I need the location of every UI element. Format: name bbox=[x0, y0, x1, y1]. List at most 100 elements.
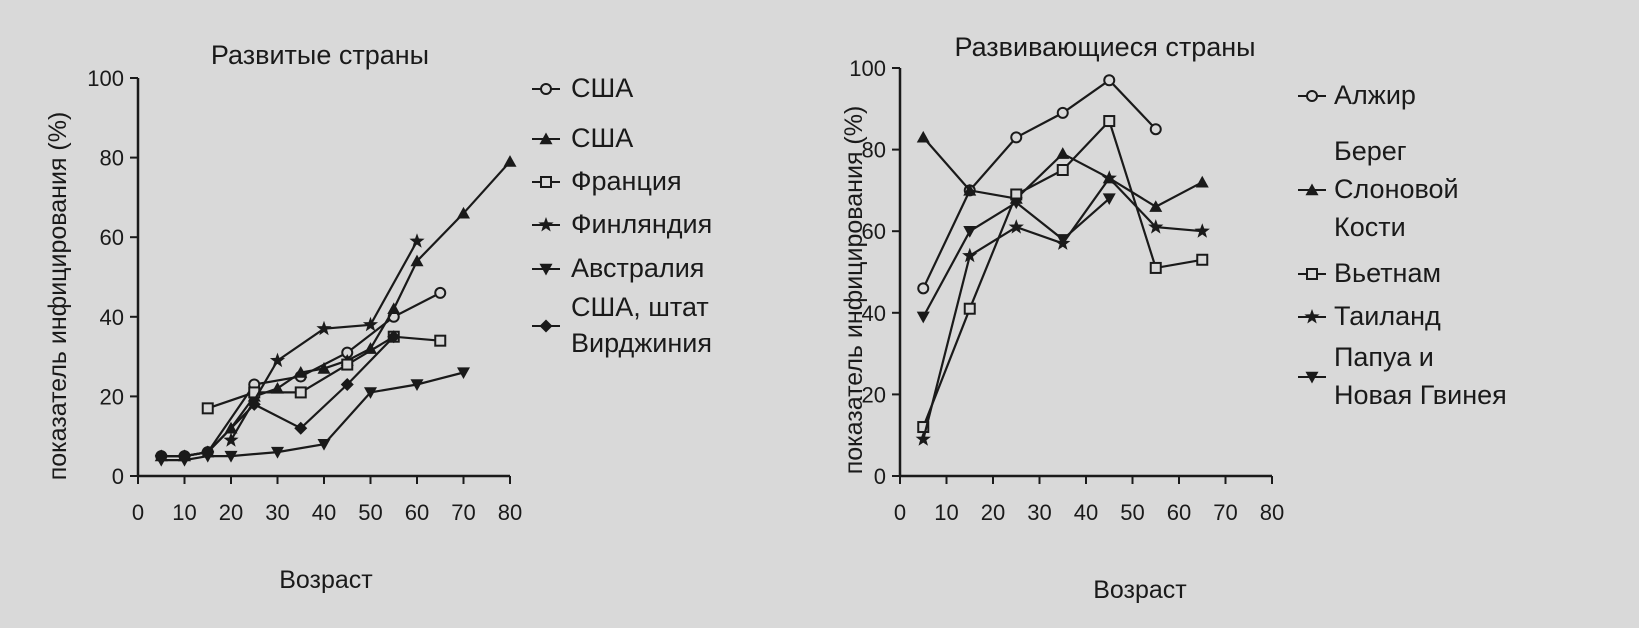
legend-marker-circle bbox=[1306, 90, 1318, 102]
data-point-triangle-up bbox=[1056, 147, 1070, 159]
y-axis-label: показатель инфицирования (%) bbox=[840, 106, 868, 475]
data-point-triangle-up bbox=[317, 362, 331, 374]
series-line bbox=[207, 335, 441, 410]
data-point-triangle-up bbox=[1195, 175, 1209, 188]
series-5 bbox=[916, 193, 1116, 324]
data-point-star bbox=[223, 432, 239, 447]
x-tick-label: 20 bbox=[981, 500, 1005, 525]
legend-item: Вьетнам bbox=[1298, 258, 1441, 288]
data-point-diamond bbox=[247, 397, 261, 411]
data-point-triangle-down bbox=[1009, 197, 1023, 210]
x-tick-label: 30 bbox=[265, 500, 289, 525]
plot-area: 0 10 20 30 40 50 60 70 80 0 20 40 60 80 100 bbox=[87, 66, 522, 525]
legend-label: Кости bbox=[1334, 212, 1406, 242]
data-point-diamond bbox=[387, 330, 401, 344]
legend-label: Берег bbox=[1334, 136, 1407, 166]
legend-marker-triangle-up bbox=[539, 132, 553, 145]
data-point-square bbox=[1103, 115, 1116, 128]
legend-marker-square bbox=[540, 176, 552, 188]
data-point-triangle-down bbox=[457, 367, 470, 380]
y-tick-label: 80 bbox=[100, 146, 124, 171]
x-tick-label: 30 bbox=[1027, 500, 1051, 525]
data-point-triangle-down bbox=[364, 387, 377, 399]
legend-item: Папуа и Новая Гвинея bbox=[1298, 342, 1507, 410]
x-tick-label: 20 bbox=[219, 500, 243, 525]
data-point-square bbox=[201, 402, 214, 415]
x-tick-label: 10 bbox=[934, 500, 958, 525]
y-tick-label: 0 bbox=[112, 464, 124, 489]
data-point-triangle-up bbox=[294, 366, 308, 378]
data-point-square bbox=[963, 302, 976, 315]
series-6 bbox=[154, 330, 401, 463]
legend-label: США bbox=[571, 73, 633, 103]
data-point-star bbox=[362, 316, 379, 332]
y-tick-label: 60 bbox=[862, 219, 886, 244]
legend-marker-triangle-up bbox=[1305, 183, 1319, 196]
legend-marker-triangle-down bbox=[539, 263, 553, 276]
data-point-square bbox=[294, 386, 307, 399]
y-tick-label: 100 bbox=[849, 56, 886, 81]
data-point-circle bbox=[917, 282, 930, 295]
legend-marker-star bbox=[538, 217, 554, 232]
x-tick-label: 70 bbox=[1213, 500, 1237, 525]
data-point-triangle-up bbox=[963, 183, 977, 196]
legend-item: США bbox=[532, 123, 633, 153]
chart-developing-countries: Развивающиеся страны Возраст показатель … bbox=[840, 32, 1507, 604]
data-point-circle bbox=[1010, 131, 1023, 144]
legend-marker-triangle-down bbox=[1305, 371, 1319, 384]
chart-title: Развитые страны bbox=[211, 40, 429, 70]
x-tick-label: 10 bbox=[172, 500, 196, 525]
y-axis-label: показатель инфицирования (%) bbox=[44, 112, 72, 481]
x-tick-label: 50 bbox=[1120, 500, 1144, 525]
legend-item: Австралия bbox=[532, 253, 704, 283]
data-point-diamond bbox=[201, 445, 215, 459]
legend-marker-square bbox=[1306, 268, 1318, 280]
data-point-triangle-up bbox=[271, 381, 284, 394]
x-tick-label: 50 bbox=[358, 500, 382, 525]
legend-label: Таиланд bbox=[1334, 301, 1441, 331]
data-point-triangle-down bbox=[916, 311, 930, 324]
x-tick-label: 40 bbox=[312, 500, 336, 525]
data-point-triangle-down bbox=[271, 446, 284, 459]
data-point-triangle-down bbox=[410, 379, 424, 391]
legend-label: Слоновой bbox=[1334, 174, 1459, 204]
data-point-triangle-up bbox=[916, 130, 930, 143]
data-point-diamond bbox=[154, 449, 168, 463]
x-axis-label: Возраст bbox=[279, 566, 373, 594]
y-tick-label: 100 bbox=[87, 66, 124, 91]
data-point-triangle-up bbox=[1149, 200, 1163, 212]
data-point-diamond bbox=[340, 377, 354, 391]
legend-label: Франция bbox=[571, 166, 682, 196]
data-point-triangle-up bbox=[364, 342, 377, 354]
data-point-square bbox=[434, 334, 447, 347]
data-point-star bbox=[316, 320, 332, 336]
series-3 bbox=[917, 115, 1209, 434]
data-point-star bbox=[1008, 219, 1024, 234]
data-point-square bbox=[1056, 164, 1069, 176]
data-point-star bbox=[269, 352, 286, 368]
series-2 bbox=[154, 155, 517, 462]
series-4 bbox=[223, 233, 425, 447]
legend-label: Вьетнам bbox=[1334, 258, 1441, 288]
legend-marker-circle bbox=[540, 83, 552, 95]
data-point-circle bbox=[1103, 74, 1116, 87]
x-tick-label: 80 bbox=[1260, 500, 1284, 525]
data-point-star bbox=[1148, 219, 1164, 234]
data-point-star bbox=[1101, 170, 1117, 185]
data-point-square bbox=[341, 358, 354, 371]
x-tick-label: 40 bbox=[1074, 500, 1098, 525]
legend-item: Таиланд bbox=[1298, 301, 1441, 331]
data-point-triangle-down bbox=[1102, 193, 1116, 206]
data-point-circle bbox=[434, 286, 447, 299]
chart-developed-countries: Развитые страны Возраст показатель инфиц… bbox=[44, 40, 712, 594]
data-point-triangle-up bbox=[503, 155, 517, 167]
data-point-circle bbox=[1056, 106, 1069, 119]
y-tick-label: 40 bbox=[862, 301, 886, 326]
data-point-circle bbox=[1149, 123, 1162, 136]
legend-item: Алжир bbox=[1298, 80, 1416, 110]
y-tick-label: 0 bbox=[874, 464, 886, 489]
legend-label: Австралия bbox=[571, 253, 704, 283]
data-point-triangle-down bbox=[1056, 234, 1070, 246]
